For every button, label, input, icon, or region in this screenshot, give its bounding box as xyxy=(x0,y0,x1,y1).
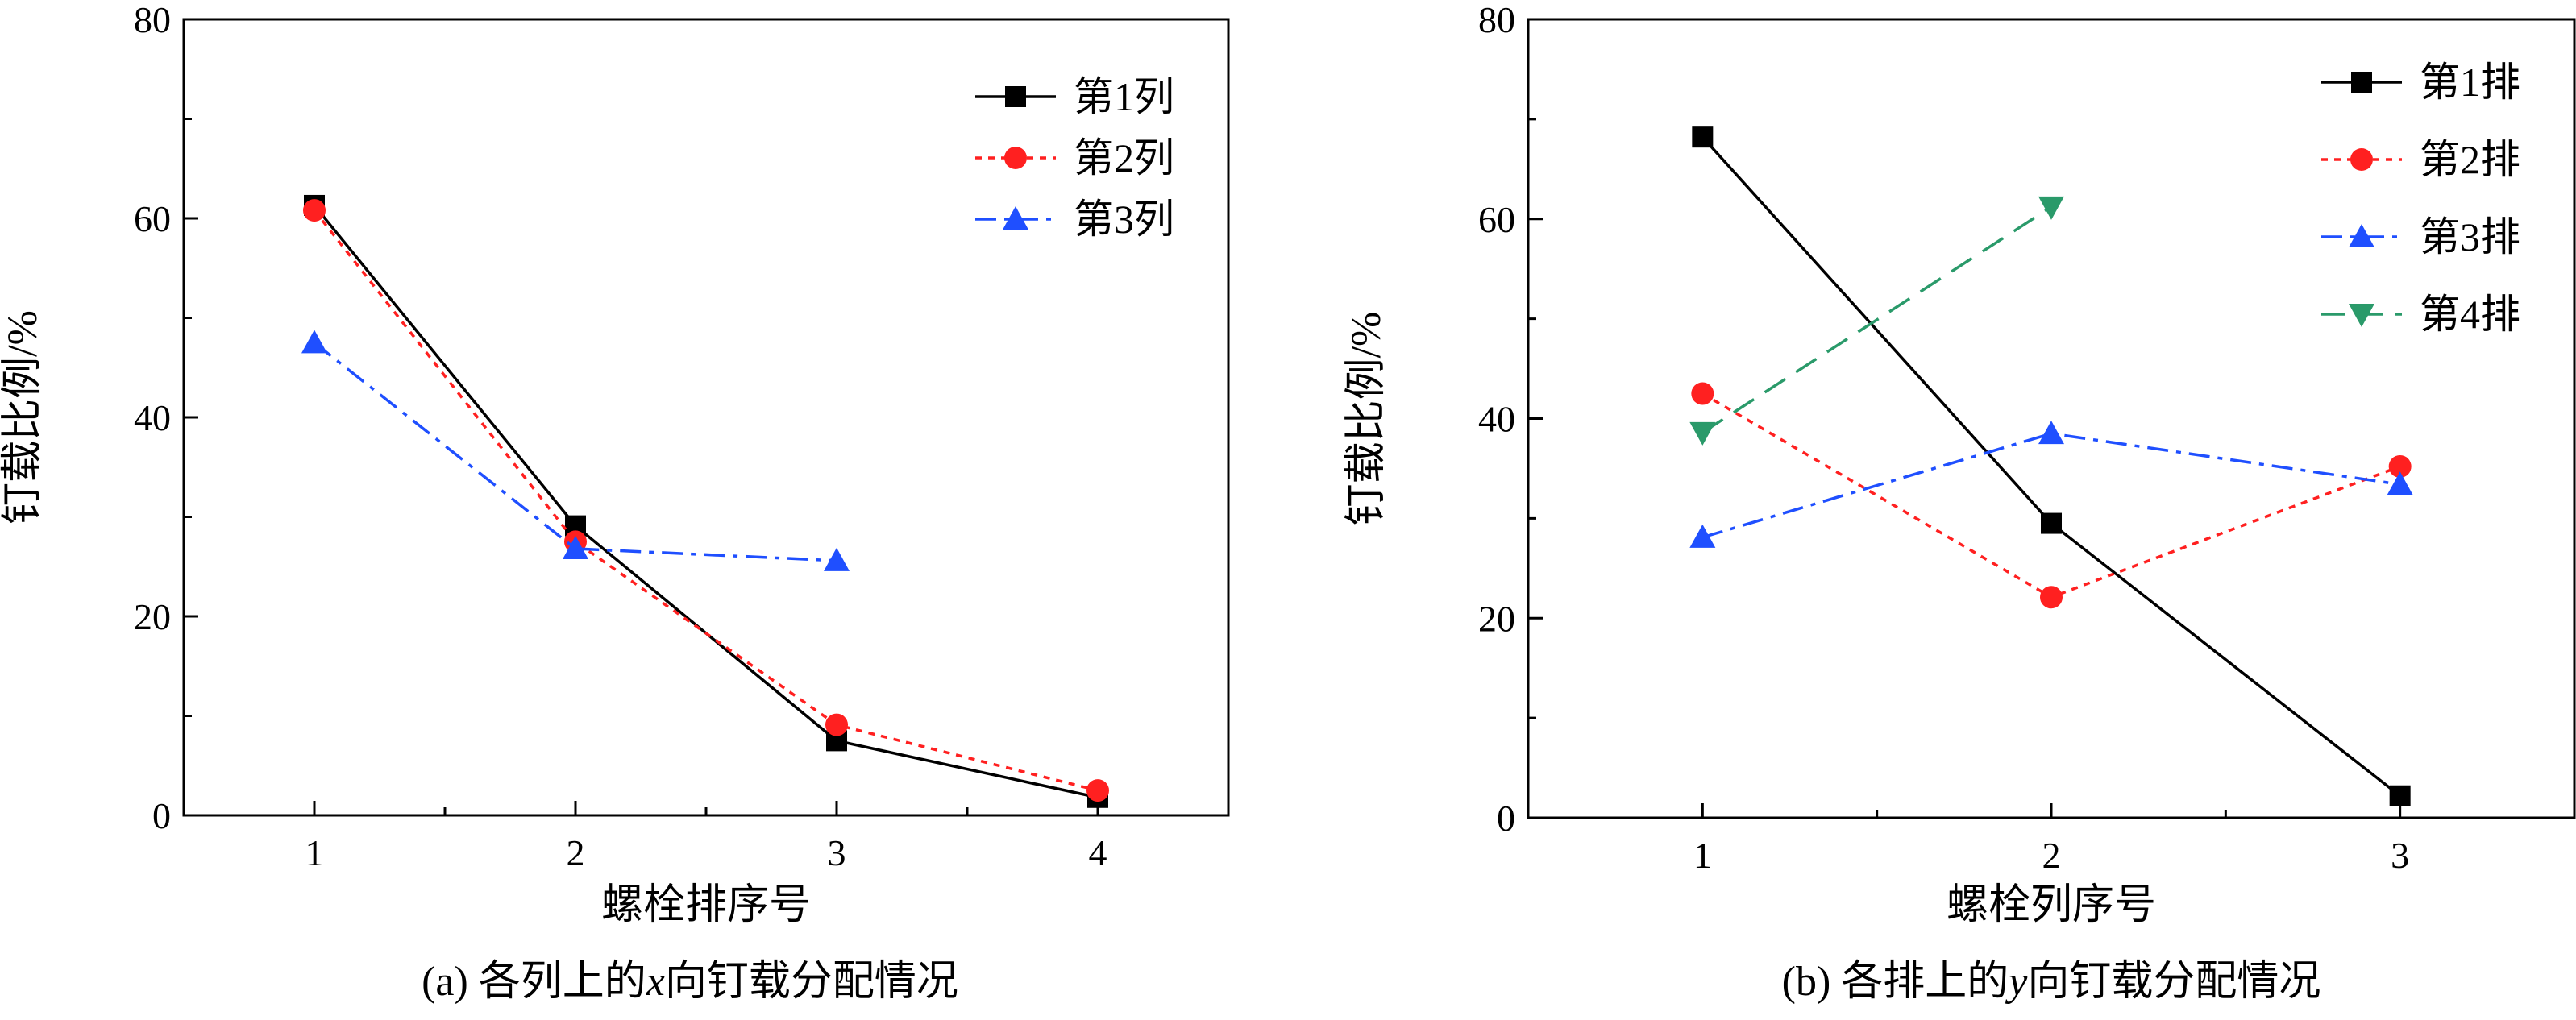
data-point xyxy=(825,713,848,736)
legend-marker xyxy=(2349,224,2374,247)
y-tick-label: 40 xyxy=(134,397,171,438)
x-tick-label: 1 xyxy=(1693,835,1712,876)
panel-caption: (b) 各排上的y向钉载分配情况 xyxy=(1782,959,2321,1005)
y-axis-label: 钉载比例/% xyxy=(0,310,46,525)
caption-prefix: (a) 各列上的 xyxy=(422,959,646,1005)
data-point xyxy=(2038,196,2064,220)
legend-label: 第3列 xyxy=(1074,197,1174,242)
data-point xyxy=(2387,471,2413,495)
data-point xyxy=(2388,454,2412,478)
y-tick-label: 20 xyxy=(1478,598,1515,639)
plot-frame xyxy=(1527,18,2576,819)
legend-marker xyxy=(1004,147,1027,169)
legend-label: 第4排 xyxy=(2420,292,2520,337)
data-point xyxy=(2389,785,2411,806)
panel-caption: (a) 各列上的x向钉载分配情况 xyxy=(422,959,958,1005)
legend-marker xyxy=(2349,304,2374,327)
x-tick-label: 3 xyxy=(2391,835,2409,876)
data-point xyxy=(1692,126,1714,148)
data-point xyxy=(1691,382,1714,405)
legend-label: 第2列 xyxy=(1074,135,1174,180)
data-point xyxy=(2041,512,2062,534)
legend-label: 第3排 xyxy=(2420,214,2520,259)
data-point xyxy=(2038,421,2064,445)
data-point xyxy=(1086,779,1109,802)
legend-marker xyxy=(1003,206,1028,230)
legend-marker xyxy=(1005,86,1026,107)
data-point xyxy=(563,536,588,560)
series-line xyxy=(1701,432,2400,539)
x-tick-label: 4 xyxy=(1089,832,1107,873)
y-tick-label: 80 xyxy=(134,0,171,40)
data-point xyxy=(2040,586,2063,609)
legend-label: 第1排 xyxy=(2420,60,2520,105)
series-line xyxy=(1701,205,2052,434)
series-line xyxy=(313,204,1099,799)
x-tick-label: 3 xyxy=(828,832,846,873)
series-line xyxy=(313,209,1099,792)
caption-prefix: (b) 各排上的 xyxy=(1782,959,2009,1005)
data-point xyxy=(301,330,327,354)
y-tick-label: 80 xyxy=(1478,0,1515,40)
y-tick-label: 0 xyxy=(1497,798,1515,839)
legend-marker xyxy=(2351,72,2372,93)
y-axis-label: 钉载比例/% xyxy=(1344,312,1390,526)
y-tick-label: 0 xyxy=(152,795,171,836)
y-tick-label: 60 xyxy=(134,198,171,239)
legend-label: 第2排 xyxy=(2420,137,2520,182)
series-line xyxy=(313,342,837,562)
y-tick-label: 60 xyxy=(1478,199,1515,240)
caption-suffix: 向钉载分配情况 xyxy=(2027,959,2320,1005)
caption-variable: x xyxy=(646,959,665,1005)
data-point xyxy=(824,547,850,571)
x-tick-label: 2 xyxy=(567,832,585,873)
legend-marker xyxy=(2350,148,2373,171)
x-tick-label: 1 xyxy=(305,832,324,873)
plot-frame xyxy=(182,18,1230,817)
caption-suffix: 向钉载分配情况 xyxy=(665,959,958,1005)
y-tick-label: 20 xyxy=(134,596,171,637)
data-point xyxy=(1689,421,1716,446)
series-line xyxy=(1701,136,2401,798)
x-axis-label: 螺栓排序号 xyxy=(601,882,811,928)
data-point xyxy=(1689,524,1716,548)
y-tick-label: 40 xyxy=(1478,399,1515,440)
legend-label: 第1列 xyxy=(1074,74,1174,119)
x-axis-label: 螺栓列序号 xyxy=(1947,882,2156,928)
data-point xyxy=(303,199,326,222)
x-tick-label: 2 xyxy=(2042,835,2061,876)
caption-variable: y xyxy=(2005,959,2028,1005)
